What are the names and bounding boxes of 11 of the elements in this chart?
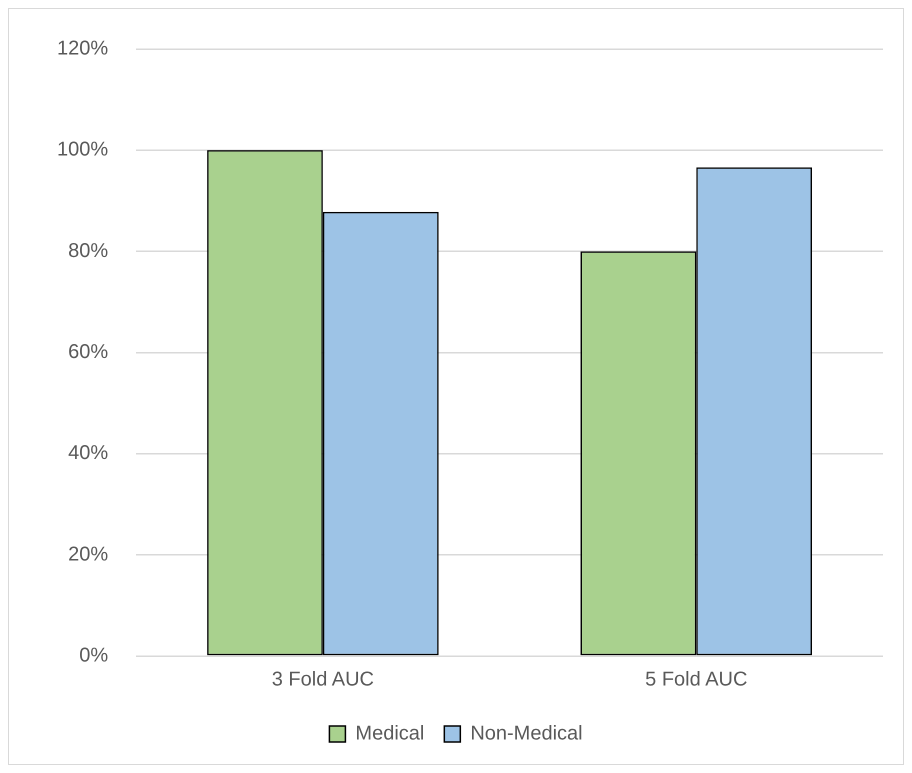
legend-label: Medical: [355, 722, 424, 745]
y-tick-label: 80%: [68, 240, 108, 262]
y-tick-label: 40%: [68, 442, 108, 464]
y-tick-label: 60%: [68, 341, 108, 364]
y-tick-label: 100%: [56, 138, 108, 161]
legend-label: Non-Medical: [470, 722, 583, 745]
x-tick-label: 3 Fold AUC: [272, 668, 374, 691]
y-tick-label: 0%: [79, 644, 108, 667]
y-tick-label: 20%: [68, 543, 108, 566]
x-tick-label: 5 Fold AUC: [645, 668, 748, 691]
y-tick-label: 120%: [56, 38, 108, 60]
